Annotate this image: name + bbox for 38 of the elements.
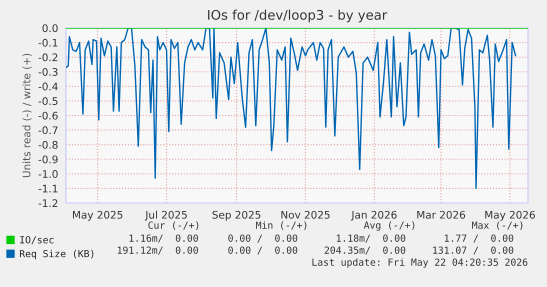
chart-title: IOs for /dev/loop3 - by year <box>208 10 388 22</box>
x-tick-label: Sep 2025 <box>212 210 260 221</box>
y-tick-label: -0.8 <box>38 140 58 149</box>
text: 204.35m/ 0.00 <box>324 246 406 255</box>
y-tick-label: -0.4 <box>38 82 58 90</box>
text: Min (-/+) <box>256 221 306 230</box>
text: 1.18m/ 0.00 <box>336 234 406 243</box>
text: 1.77 / 0.00 <box>444 234 514 243</box>
y-tick-label: -0.7 <box>38 126 58 134</box>
y-tick-label: -1.1 <box>38 184 58 192</box>
text: Last update: Fri May 22 04:20:35 2026 <box>312 258 528 268</box>
y-tick-label: -0.5 <box>38 97 58 106</box>
x-tick-label: May 2026 <box>485 210 535 221</box>
y-tick-label: -1.2 <box>38 199 58 207</box>
x-tick-label: Jan 2026 <box>350 210 397 221</box>
x-tick-label: Nov 2025 <box>281 210 330 219</box>
y-tick-label: -0.1 <box>38 38 58 47</box>
text: 0.00 / 0.00 <box>228 234 298 243</box>
text: 0.00 / 0.00 <box>228 246 298 255</box>
y-tick-label: 0.0 <box>42 24 58 32</box>
x-tick-label: Jul 2025 <box>144 210 187 221</box>
x-tick-label: Mar 2026 <box>417 210 466 219</box>
text: 1.16m/ 0.00 <box>130 234 198 243</box>
text: Cur (-/+) <box>148 221 198 230</box>
legend-label: IO/sec <box>20 236 54 244</box>
y-axis-title: Units read (-) / write (+) <box>22 54 32 178</box>
text: 131.07 / 0.00 <box>433 246 514 255</box>
y-tick-label: -0.6 <box>38 112 58 120</box>
y-tick-label: -0.9 <box>38 155 58 164</box>
y-tick-label: -1.0 <box>38 170 58 178</box>
text: Max (-/+) <box>472 221 522 230</box>
text: 191.12m/ 0.00 <box>118 246 198 255</box>
line-series <box>66 28 516 190</box>
y-tick-label: -0.3 <box>38 68 58 76</box>
legend-label: Req Size (KB) <box>20 250 94 260</box>
x-tick-label: May 2025 <box>72 210 122 221</box>
text: Avg (-/+) <box>364 221 414 231</box>
y-tick-label: -0.2 <box>38 53 58 62</box>
